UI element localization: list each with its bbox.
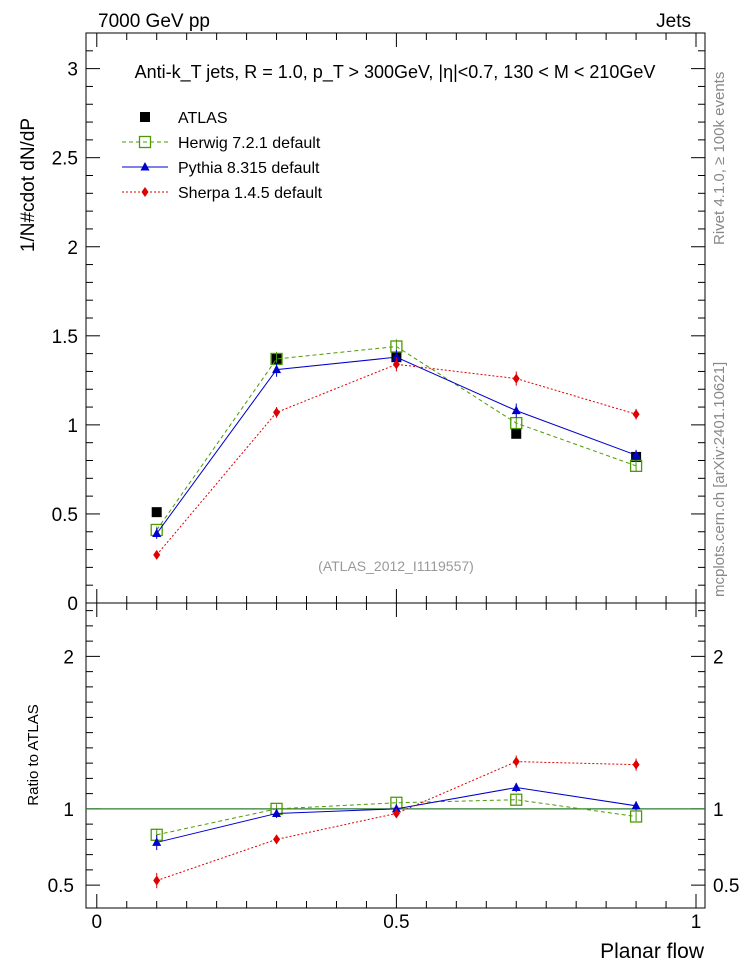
ratio-ytick-label-right-1: 1: [713, 800, 724, 821]
main-title: Anti-k_T jets, R = 1.0, p_T > 300GeV, |η…: [135, 62, 656, 83]
ratio-point-pythia: [272, 808, 282, 817]
main-ytick-label-0.5: 0.5: [52, 505, 78, 526]
legend-marker-atlas: [140, 112, 150, 122]
main-line-pythia: [156, 356, 637, 534]
legend-marker-pythia: [140, 162, 150, 171]
ratio-point-sherpa: [153, 875, 161, 886]
legend-label-atlas: ATLAS: [178, 110, 228, 127]
xtick-label-1: 1: [691, 912, 702, 933]
main-point-pythia: [391, 352, 401, 361]
main-point-atlas: [151, 507, 162, 518]
main-point-sherpa: [632, 409, 640, 420]
main-ytick-label-2: 2: [67, 238, 78, 259]
main-point-pythia: [272, 364, 282, 374]
header-left: 7000 GeV pp: [98, 11, 210, 32]
ratio-ylabel: Ratio to ATLAS: [25, 704, 42, 805]
ratio-plot-frame: [85, 602, 706, 909]
ratio-point-sherpa: [632, 759, 640, 770]
main-point-pythia: [511, 405, 521, 415]
main-series-layer: [150, 339, 643, 560]
ratio-point-pythia: [511, 782, 521, 792]
legend-marker-herwig: [138, 135, 152, 149]
main-point-sherpa: [153, 549, 161, 560]
main-ytick-label-2.5: 2.5: [52, 149, 78, 170]
analysis-watermark: (ATLAS_2012_I1119557): [318, 558, 474, 574]
legend-label-pythia: Pythia 8.315 default: [178, 160, 320, 177]
header-right: Jets: [656, 11, 691, 32]
main-line-sherpa: [156, 363, 637, 556]
ratio-point-pythia: [152, 837, 162, 846]
xtick-label-0: 0: [91, 912, 102, 933]
main-ylabel: 1/N#cdot dN/dP: [18, 118, 39, 252]
main-point-sherpa: [273, 407, 281, 418]
ratio-point-pythia: [391, 803, 401, 813]
legend: ATLAS Herwig 7.2.1 default Pythia 8.315 de…: [122, 110, 323, 202]
ratio-point-pythia: [631, 800, 641, 810]
mcplots-label: mcplots.cern.ch [arXiv:2401.10621]: [711, 362, 728, 597]
main-point-sherpa: [512, 373, 520, 384]
main-ytick-label-3: 3: [67, 60, 78, 81]
ratio-series-layer: [150, 755, 643, 889]
ratio-line-herwig: [156, 799, 637, 836]
xlabel: Planar flow: [600, 940, 705, 963]
ratio-point-herwig: [510, 793, 523, 806]
rivet-label: Rivet 4.1.0, ≥ 100k events: [711, 72, 728, 245]
legend-label-herwig: Herwig 7.2.1 default: [178, 135, 321, 152]
main-point-pythia: [631, 450, 641, 459]
ratio-line-sherpa: [156, 761, 637, 882]
main-point-atlas: [511, 428, 522, 439]
legend-label-sherpa: Sherpa 1.4.5 default: [178, 185, 323, 202]
ratio-point-sherpa: [273, 834, 281, 845]
ratio-ytick-label-2: 2: [63, 647, 74, 668]
main-line-herwig: [156, 345, 637, 531]
axis-ticks: 0 0.5 1 1.5 2 2.5 3 0 0.5 1 0.5 0.5 1 1 2 2: [48, 33, 739, 933]
main-ytick-label-1: 1: [67, 416, 78, 437]
legend-marker-sherpa: [141, 187, 149, 197]
ratio-point-herwig: [629, 810, 643, 823]
ratio-point-sherpa: [512, 756, 520, 767]
main-ytick-label-0: 0: [67, 594, 78, 615]
ratio-ytick-label-right-2: 2: [713, 647, 724, 668]
xtick-label-0.5: 0.5: [383, 912, 409, 933]
ratio-ytick-label-right-0.5: 0.5: [713, 876, 739, 897]
main-point-sherpa: [392, 359, 400, 370]
ratio-ytick-label-0.5: 0.5: [48, 876, 74, 897]
main-point-pythia: [152, 528, 162, 538]
main-ytick-label-1.5: 1.5: [52, 327, 78, 348]
ratio-point-sherpa: [392, 808, 400, 819]
ratio-ytick-label-1: 1: [63, 800, 74, 821]
